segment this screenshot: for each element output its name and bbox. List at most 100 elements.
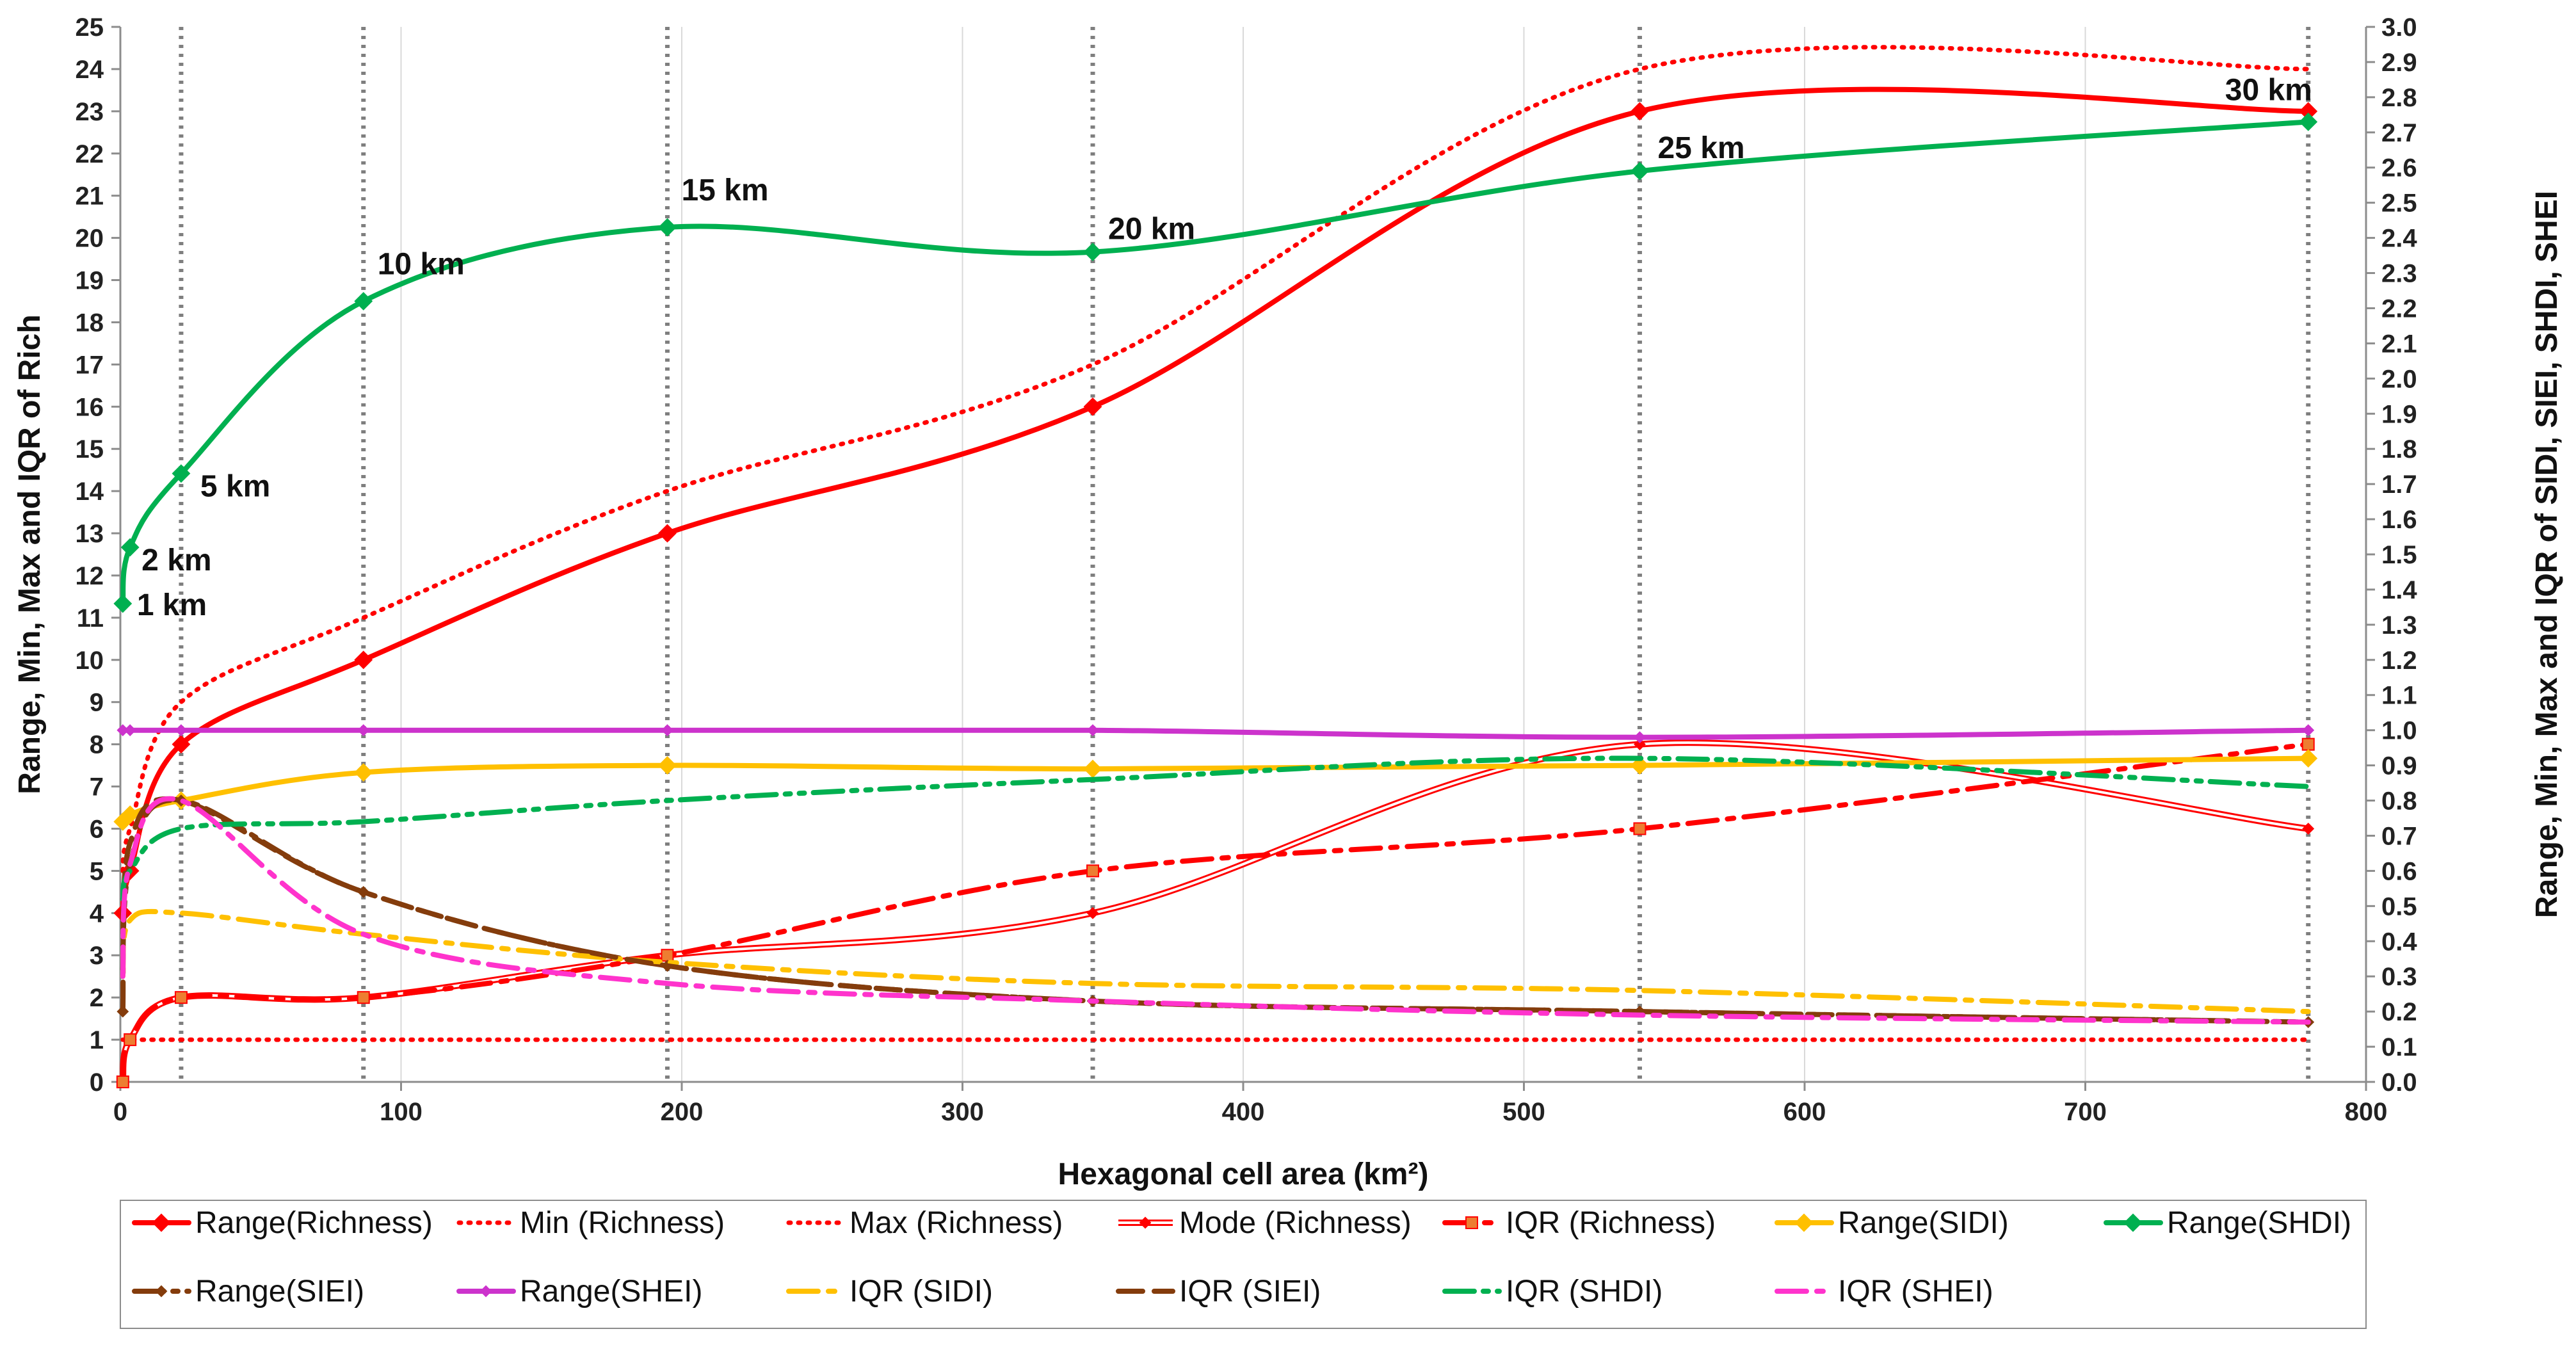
y-tick-label: 17 [76, 351, 104, 379]
data-point [1086, 724, 1099, 737]
y-tick-label: 21 [76, 182, 104, 211]
data-point [113, 594, 133, 613]
y-tick-label: 4 [90, 899, 104, 928]
data-point [354, 292, 373, 310]
legend-label: Range(Richness) [195, 1206, 433, 1240]
y-tick-label: 20 [76, 225, 104, 253]
legend-entry-10: IQR (SIEI) [1116, 1275, 1321, 1309]
cell-size-label: 15 km [681, 173, 768, 207]
data-point [174, 991, 188, 1004]
series-line [120, 755, 2311, 902]
series-line [120, 727, 2311, 740]
y-tick-label: 8 [90, 731, 104, 759]
series-7 [117, 794, 2315, 1029]
y2-tick-label: 0.4 [2381, 928, 2417, 956]
y2-tick-label: 2.7 [2381, 119, 2417, 147]
data-point [1630, 102, 1649, 121]
y2-tick-label: 1.8 [2381, 435, 2417, 463]
data-point [357, 991, 370, 1004]
y2-tick-label: 0.2 [2381, 998, 2417, 1026]
y-tick-label: 7 [90, 773, 104, 801]
y2-tick-label: 2.9 [2381, 49, 2417, 77]
legend-entry-3: Mode (Richness) [1118, 1206, 1412, 1240]
legend-marker [1139, 1216, 1152, 1229]
y2-tick-label: 1.6 [2381, 506, 2417, 534]
cell-size-label: 30 km [2225, 73, 2312, 107]
y-tick-label: 5 [90, 857, 104, 885]
y-tick-label: 22 [76, 140, 104, 168]
y-tick-label: 12 [76, 562, 104, 590]
legend-label: Range(SHEI) [520, 1275, 702, 1309]
series-line [120, 119, 2311, 606]
legend-label: IQR (SHEI) [1838, 1275, 1993, 1309]
data-point [1083, 397, 1102, 416]
y2-tick-label: 0.7 [2381, 822, 2417, 850]
y-tick-label: 11 [77, 604, 104, 632]
series-12 [120, 796, 2311, 1025]
legend-label: Range(SIEI) [195, 1275, 364, 1309]
data-point [354, 650, 373, 670]
data-point [175, 724, 188, 737]
y-tick-label: 18 [76, 309, 104, 337]
legend-entry-8: Range(SHEI) [456, 1275, 702, 1309]
y-tick-label: 1 [90, 1026, 104, 1054]
data-point [1083, 243, 1102, 261]
cell-size-label: 5 km [200, 470, 270, 504]
x-tick-label: 0 [113, 1098, 127, 1126]
y2-axis-title: Range, Min, Max and IQR of SIDI, SIEI, S… [2530, 191, 2564, 918]
series-6 [113, 112, 2318, 613]
legend-entry-5: Range(SIDI) [1775, 1206, 2009, 1240]
y-tick-label: 9 [90, 689, 104, 717]
x-tick-label: 500 [1502, 1098, 1545, 1126]
legend-label: Range(SIDI) [1838, 1206, 2009, 1240]
data-point [661, 949, 674, 962]
y2-tick-label: 0.3 [2381, 963, 2417, 991]
y2-tick-label: 0.0 [2381, 1068, 2417, 1097]
data-point [658, 524, 677, 543]
data-point [2301, 737, 2315, 751]
data-point [120, 805, 140, 824]
legend-marker [152, 1213, 171, 1232]
series-2 [120, 45, 2311, 873]
y2-tick-label: 1.2 [2381, 647, 2417, 675]
data-point [1083, 759, 1102, 778]
y-tick-label: 25 [76, 13, 104, 42]
series-9 [120, 908, 2311, 1015]
legend-marker [155, 1285, 168, 1298]
y2-tick-label: 2.3 [2381, 260, 2417, 288]
x-tick-label: 700 [2064, 1098, 2107, 1126]
data-point [124, 1033, 137, 1047]
y2-tick-label: 1.1 [2381, 682, 2417, 710]
legend-label: IQR (Richness) [1506, 1206, 1716, 1240]
y2-tick-label: 1.4 [2381, 576, 2417, 604]
y2-tick-label: 0.5 [2381, 892, 2417, 921]
y-axis-title: Range, Min, Max and IQR of Rich [13, 314, 47, 794]
cell-size-label: 10 km [378, 247, 465, 281]
x-tick-label: 200 [661, 1098, 704, 1126]
y2-tick-label: 3.0 [2381, 13, 2417, 42]
y-tick-label: 16 [76, 393, 104, 421]
data-point [1634, 738, 1646, 751]
x-tick-label: 400 [1222, 1098, 1265, 1126]
legend-box [120, 1200, 2367, 1329]
legend-label: IQR (SIDI) [849, 1275, 993, 1309]
data-point [116, 1075, 129, 1088]
y-tick-label: 14 [76, 478, 104, 506]
y-tick-label: 13 [76, 520, 104, 548]
data-point [1086, 906, 1099, 919]
y-tick-label: 24 [76, 56, 104, 84]
y2-tick-label: 0.8 [2381, 787, 2417, 816]
legend-entry-12: IQR (SHEI) [1775, 1275, 1993, 1309]
series-0 [113, 86, 2318, 922]
legend-entry-6: Range(SHDI) [2104, 1206, 2351, 1240]
legend-entry-0: Range(Richness) [132, 1206, 433, 1240]
legend-entry-4: IQR (Richness) [1442, 1206, 1716, 1240]
data-point [658, 218, 677, 237]
y2-tick-label: 0.6 [2381, 857, 2417, 885]
y2-tick-label: 1.3 [2381, 611, 2417, 640]
x-tick-label: 300 [941, 1098, 984, 1126]
legend-marker [479, 1285, 492, 1298]
y2-tick-label: 0.9 [2381, 752, 2417, 780]
